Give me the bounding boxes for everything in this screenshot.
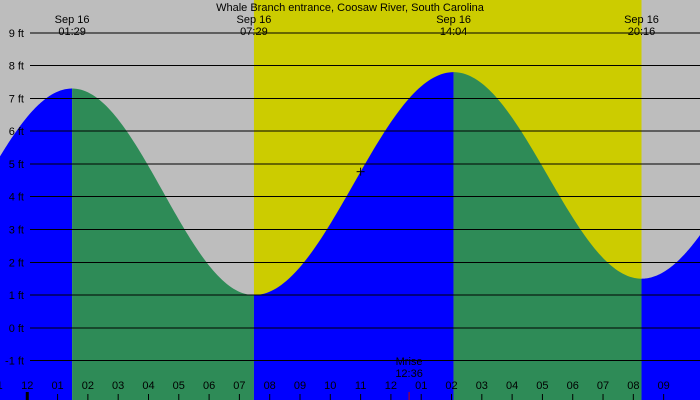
extrema-date-label: Sep 16 [55,14,90,26]
x-tick-label: 11 [0,380,3,392]
y-tick-label: -1 ft [5,356,24,368]
x-tick-label: 12 [385,380,397,392]
x-tick-label: 03 [112,380,124,392]
x-tick-label: 04 [142,380,154,392]
x-tick-label: 07 [233,380,245,392]
y-tick-label: 6 ft [9,126,24,138]
x-tick-label: 01 [51,380,63,392]
x-tick-label: 02 [445,380,457,392]
x-tick-label: 09 [294,380,306,392]
chart-title: Whale Branch entrance, Coosaw River, Sou… [216,2,485,14]
x-tick-label: 09 [658,380,670,392]
x-tick-label: 12 [21,380,33,392]
rising-tide-area [641,235,700,400]
y-tick-label: 9 ft [9,28,24,40]
extrema-time-label: 01:29 [58,26,86,38]
y-tick-label: 1 ft [9,290,24,302]
x-tick-label: 02 [82,380,94,392]
y-tick-labels: 9 ft 8 ft 7 ft 6 ft 5 ft 4 ft 3 ft 2 ft 1 ft 0 ft… [5,28,24,368]
moonrise-marker: Mrise 12:36 [395,356,423,400]
y-tick-label: 0 ft [9,323,24,335]
falling-tide-area [453,72,642,400]
y-tick-label: 5 ft [9,159,24,171]
extrema-date-label: Sep 16 [436,14,471,26]
x-tick-label: 03 [476,380,488,392]
y-tick-label: 8 ft [9,61,24,73]
rising-tide-area [253,72,454,400]
gridlines [30,32,700,362]
tide-areas [0,72,700,400]
falling-tide-area [72,88,254,400]
x-tick-label: 04 [506,380,518,392]
rising-tide-area [0,88,73,400]
extrema-date-label: Sep 16 [237,14,272,26]
current-time-marker [356,167,365,176]
x-tick-label: 08 [627,380,639,392]
y-tick-label: 3 ft [9,225,24,237]
x-tick-label: 06 [203,380,215,392]
x-tick-label: 11 [355,380,366,392]
moonrise-time: 12:36 [395,368,423,380]
y-tick-label: 2 ft [9,257,24,269]
extrema-time-label: 20:16 [628,26,656,38]
extrema-time-label: 14:04 [440,26,468,38]
extrema-date-label: Sep 16 [624,14,659,26]
x-tick-label: 08 [264,380,276,392]
moonrise-label: Mrise [396,356,423,368]
x-tick-label: 05 [536,380,548,392]
y-tick-label: 7 ft [9,93,24,105]
x-tick-label: 06 [567,380,579,392]
extrema-time-label: 07:29 [240,26,268,38]
x-tick-label: 10 [324,380,336,392]
x-tick-label: 05 [173,380,185,392]
y-tick-label: 4 ft [9,192,24,204]
x-tick-label: 07 [597,380,609,392]
x-tick-labels: 11 12 01 02 03 04 05 06 07 08 09 10 11 12 01 02 03 04 05 06… [0,380,670,400]
x-tick-label: 01 [415,380,427,392]
